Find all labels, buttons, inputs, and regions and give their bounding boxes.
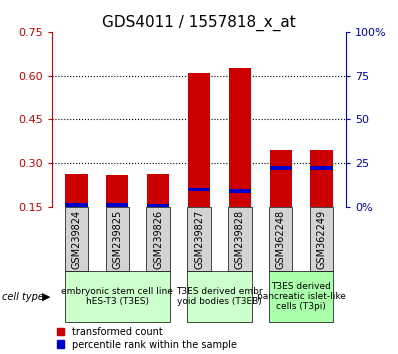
Bar xyxy=(269,150,292,207)
Bar xyxy=(187,271,252,322)
Text: GSM239824: GSM239824 xyxy=(71,209,81,269)
Bar xyxy=(310,166,333,170)
Bar xyxy=(147,204,169,207)
Bar xyxy=(310,207,334,271)
Text: GSM362249: GSM362249 xyxy=(317,209,327,269)
Text: cell type: cell type xyxy=(2,292,44,302)
Text: GSM239828: GSM239828 xyxy=(235,209,245,269)
Bar xyxy=(105,207,129,271)
Text: embryonic stem cell line
hES-T3 (T3ES): embryonic stem cell line hES-T3 (T3ES) xyxy=(61,287,173,306)
Bar xyxy=(228,207,252,271)
Text: GSM239825: GSM239825 xyxy=(112,209,122,269)
Bar xyxy=(106,175,129,207)
Bar xyxy=(65,173,88,207)
Bar xyxy=(147,173,169,207)
Bar xyxy=(64,207,88,271)
Text: GSM239826: GSM239826 xyxy=(153,209,163,269)
Bar xyxy=(310,150,333,207)
Bar xyxy=(106,203,129,207)
Bar xyxy=(269,166,292,170)
Bar xyxy=(229,68,251,207)
Bar xyxy=(188,188,210,192)
Title: GDS4011 / 1557818_x_at: GDS4011 / 1557818_x_at xyxy=(102,14,296,30)
Text: GSM362248: GSM362248 xyxy=(276,209,286,269)
Bar xyxy=(65,203,88,207)
Bar xyxy=(269,271,334,322)
Text: GSM239827: GSM239827 xyxy=(194,209,204,269)
Bar xyxy=(188,73,210,207)
Legend: transformed count, percentile rank within the sample: transformed count, percentile rank withi… xyxy=(57,327,237,349)
Bar xyxy=(269,207,293,271)
Bar xyxy=(64,271,170,322)
Text: ▶: ▶ xyxy=(41,292,50,302)
Bar xyxy=(187,207,211,271)
Bar xyxy=(146,207,170,271)
Text: T3ES derived embr
yoid bodies (T3EB): T3ES derived embr yoid bodies (T3EB) xyxy=(176,287,263,306)
Bar xyxy=(229,189,251,193)
Text: T3ES derived
pancreatic islet-like
cells (T3pi): T3ES derived pancreatic islet-like cells… xyxy=(257,281,346,312)
